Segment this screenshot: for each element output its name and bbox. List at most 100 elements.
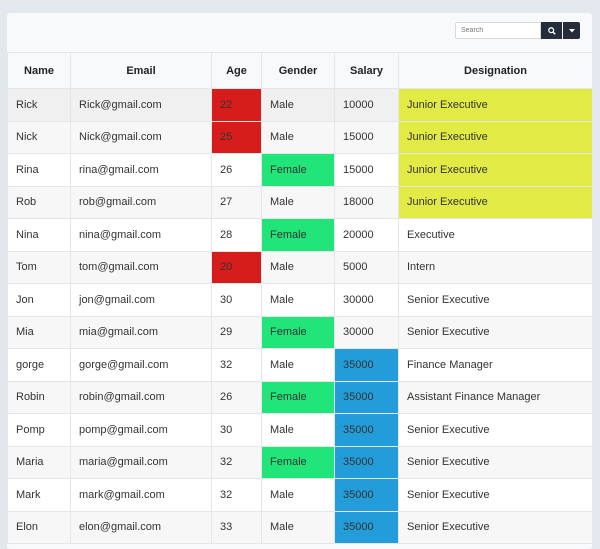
cell-age: 32 <box>211 348 262 382</box>
cell-designation: Junior Executive <box>398 88 592 122</box>
table-header-row: Name Email Age Gender Salary Designation <box>7 52 592 89</box>
search-button[interactable] <box>541 22 562 39</box>
table-row[interactable]: Nina nina@gmail.com 28 Female 20000 Executive <box>7 218 592 252</box>
cell-gender: Male <box>261 478 335 512</box>
cell-name: Tom <box>7 250 71 284</box>
cell-name: Mia <box>7 315 71 349</box>
cell-gender: Male <box>261 413 335 447</box>
cell-name: Nick <box>7 120 71 154</box>
dropdown-button[interactable] <box>563 22 580 39</box>
cell-email: nina@gmail.com <box>70 218 212 252</box>
cell-designation: Assistant Finance Manager <box>398 380 592 414</box>
cell-name: Maria <box>7 445 71 479</box>
cell-salary: 35000 <box>334 380 399 414</box>
cell-salary: 15000 <box>334 153 399 187</box>
cell-designation: Senior Executive <box>398 315 592 349</box>
cell-name: Rina <box>7 153 71 187</box>
cell-email: maria@gmail.com <box>70 445 212 479</box>
cell-name: Rob <box>7 185 71 219</box>
cell-age: 22 <box>211 88 262 122</box>
cell-email: rina@gmail.com <box>70 153 212 187</box>
cell-email: mark@gmail.com <box>70 478 212 512</box>
cell-gender: Male <box>261 120 335 154</box>
cell-gender: Female <box>261 218 335 252</box>
cell-email: rob@gmail.com <box>70 185 212 219</box>
table-row[interactable]: gorge gorge@gmail.com 32 Male 35000 Finance M… <box>7 348 592 382</box>
cell-salary: 5000 <box>334 250 399 284</box>
table-toolbar <box>7 13 592 52</box>
cell-email: tom@gmail.com <box>70 250 212 284</box>
column-header-age[interactable]: Age <box>211 52 262 89</box>
cell-designation: Junior Executive <box>398 185 592 219</box>
employee-table: Name Email Age Gender Salary Designation Rick… <box>7 52 592 544</box>
cell-age: 32 <box>211 445 262 479</box>
table-row[interactable]: Elon elon@gmail.com 33 Male 35000 Senior Exec… <box>7 510 592 544</box>
cell-salary: 35000 <box>334 348 399 382</box>
column-header-gender[interactable]: Gender <box>261 52 335 89</box>
cell-age: 27 <box>211 185 262 219</box>
cell-name: Jon <box>7 283 71 317</box>
cell-gender: Female <box>261 445 335 479</box>
table-row[interactable]: Maria maria@gmail.com 32 Female 35000 Senior … <box>7 445 592 479</box>
cell-designation: Senior Executive <box>398 445 592 479</box>
cell-age: 29 <box>211 315 262 349</box>
cell-designation: Senior Executive <box>398 413 592 447</box>
cell-designation: Junior Executive <box>398 120 592 154</box>
table-row[interactable]: Rina rina@gmail.com 26 Female 15000 Junior Ex… <box>7 153 592 187</box>
cell-gender: Male <box>261 88 335 122</box>
cell-gender: Female <box>261 153 335 187</box>
table-row[interactable]: Mia mia@gmail.com 29 Female 30000 Senior Exec… <box>7 315 592 349</box>
cell-salary: 10000 <box>334 88 399 122</box>
cell-email: elon@gmail.com <box>70 510 212 544</box>
cell-salary: 35000 <box>334 478 399 512</box>
cell-email: pomp@gmail.com <box>70 413 212 447</box>
table-row[interactable]: Tom tom@gmail.com 20 Male 5000 Intern <box>7 250 592 284</box>
cell-age: 30 <box>211 413 262 447</box>
cell-age: 32 <box>211 478 262 512</box>
cell-email: jon@gmail.com <box>70 283 212 317</box>
cell-salary: 20000 <box>334 218 399 252</box>
cell-email: robin@gmail.com <box>70 380 212 414</box>
cell-salary: 30000 <box>334 315 399 349</box>
cell-age: 26 <box>211 153 262 187</box>
table-row[interactable]: Jon jon@gmail.com 30 Male 30000 Senior Execut… <box>7 283 592 317</box>
cell-gender: Male <box>261 283 335 317</box>
cell-designation: Finance Manager <box>398 348 592 382</box>
cell-email: Rick@gmail.com <box>70 88 212 122</box>
cell-name: Pomp <box>7 413 71 447</box>
search-icon <box>547 26 556 35</box>
cell-salary: 30000 <box>334 283 399 317</box>
table-row[interactable]: Mark mark@gmail.com 32 Male 35000 Senior Exec… <box>7 478 592 512</box>
cell-salary: 35000 <box>334 413 399 447</box>
cell-gender: Male <box>261 348 335 382</box>
cell-designation: Junior Executive <box>398 153 592 187</box>
cell-name: gorge <box>7 348 71 382</box>
cell-name: Nina <box>7 218 71 252</box>
table-row[interactable]: Nick Nick@gmail.com 25 Male 15000 Junior Exec… <box>7 120 592 154</box>
column-header-name[interactable]: Name <box>7 52 71 89</box>
column-header-email[interactable]: Email <box>70 52 212 89</box>
table-row[interactable]: Rob rob@gmail.com 27 Male 18000 Junior Execut… <box>7 185 592 219</box>
cell-email: Nick@gmail.com <box>70 120 212 154</box>
cell-age: 33 <box>211 510 262 544</box>
cell-gender: Male <box>261 185 335 219</box>
cell-age: 28 <box>211 218 262 252</box>
cell-salary: 35000 <box>334 510 399 544</box>
cell-designation: Senior Executive <box>398 283 592 317</box>
column-header-designation[interactable]: Designation <box>398 52 592 89</box>
table-row[interactable]: Pomp pomp@gmail.com 30 Male 35000 Senior Exec… <box>7 413 592 447</box>
table-row[interactable]: Robin robin@gmail.com 26 Female 35000 Assista… <box>7 380 592 414</box>
cell-gender: Male <box>261 250 335 284</box>
cell-designation: Executive <box>398 218 592 252</box>
cell-email: mia@gmail.com <box>70 315 212 349</box>
cell-gender: Male <box>261 510 335 544</box>
column-header-salary[interactable]: Salary <box>334 52 399 89</box>
cell-name: Mark <box>7 478 71 512</box>
caret-down-icon <box>568 28 575 32</box>
cell-age: 25 <box>211 120 262 154</box>
cell-salary: 35000 <box>334 445 399 479</box>
cell-gender: Female <box>261 315 335 349</box>
table-row[interactable]: Rick Rick@gmail.com 22 Male 10000 Junior Exec… <box>7 88 592 122</box>
search-input[interactable] <box>455 22 541 39</box>
